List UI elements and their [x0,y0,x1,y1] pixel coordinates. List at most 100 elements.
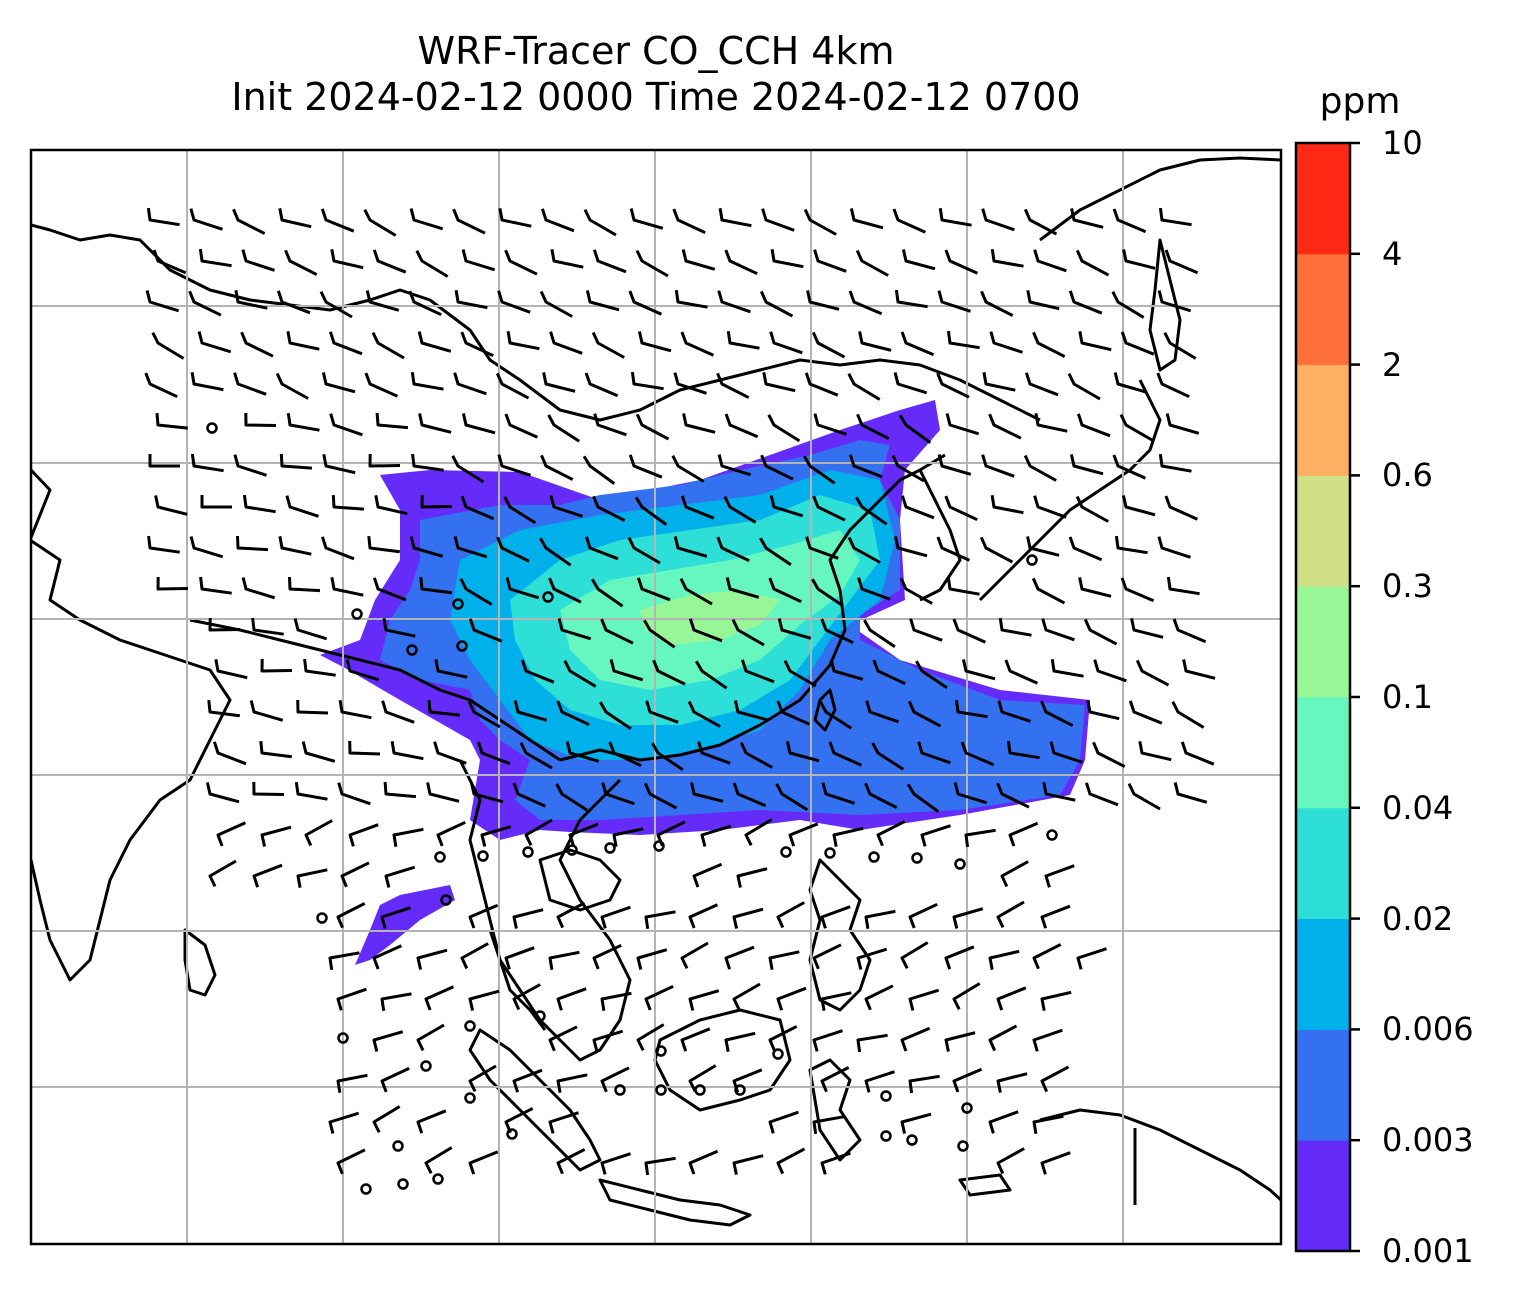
wind-barb [1119,413,1153,442]
wind-barb [148,454,180,468]
wind-barb [336,987,367,1011]
calm-wind-marker [542,591,554,603]
wind-barb [1084,782,1119,807]
title-line-1: WRF-Tracer CO_CCH 4km [417,29,895,73]
wind-barb [1033,249,1067,273]
wind-barb [146,207,180,227]
wind-barb [944,249,979,275]
wind-barb [894,289,928,309]
calm-wind-marker [406,644,418,656]
wind-barb [233,372,267,396]
wind-barb [591,578,624,608]
wind-barb [585,290,620,312]
wind-barb [276,290,311,315]
wind-barb [497,454,531,477]
calm-wind-marker [434,851,446,863]
wind-barb [893,536,928,558]
wind-barb [865,700,899,724]
colorbar-tick-label: 0.3 [1382,567,1433,606]
wind-barb [460,942,489,970]
wind-barb [600,905,631,929]
wind-barb [381,700,415,724]
wind-barb [288,576,321,593]
calm-wind-marker [824,847,836,859]
wind-barb [383,781,417,799]
wind-barb [147,535,180,554]
wind-barb [550,249,584,269]
wind-barb [804,372,839,397]
wind-barb [319,290,353,319]
map-frame [29,148,1283,1246]
wind-barb [320,208,355,233]
wind-barb [331,494,365,511]
wind-barb [1158,453,1192,473]
wind-barb [944,495,978,522]
wind-barb [803,455,836,485]
wind-barb [612,827,644,847]
wind-barb [996,782,1030,809]
wind-barb [988,413,1022,440]
wind-barb [467,700,501,729]
wind-barb [495,372,530,400]
wind-barb [424,985,455,1011]
wind-barb [506,330,540,351]
wind-barb [451,455,485,484]
wind-barb [1083,618,1118,646]
wind-barb [1171,701,1205,729]
wind-barb [592,495,626,522]
wind-barb [591,331,625,359]
wind-barb [336,902,366,929]
wind-barb [944,1031,976,1052]
wind-barb [811,578,844,608]
wind-barb [329,413,363,437]
wind-barb [964,828,996,848]
wind-barb [208,859,237,888]
wind-barb [724,413,759,439]
wind-barb [1026,536,1060,557]
calm-wind-marker [420,1060,432,1072]
wind-barb [328,951,360,971]
wind-barb [775,783,809,812]
wind-barb [858,331,892,352]
coastline-sri-lanka [183,928,217,997]
wind-barb [915,660,948,690]
wind-barb [1078,577,1112,598]
wind-barb [872,659,906,686]
wind-barb [821,782,855,805]
wind-barb [416,948,448,970]
wind-barb [767,414,801,443]
wind-barb [1040,1151,1071,1175]
wind-barb [725,577,760,599]
wind-barb [1122,249,1156,270]
wind-barb [988,1110,1019,1134]
wind-barb [348,823,379,847]
wind-barb [548,577,582,604]
wind-barb [643,782,678,810]
wind-barb [820,991,852,1011]
wind-barb [199,576,232,595]
wind-barb [542,372,576,393]
wind-barb [592,943,622,970]
wind-barb [848,454,883,479]
wind-barb [732,782,767,808]
wind-barb [296,868,328,888]
wind-barb [954,699,988,719]
wind-barb [601,782,635,806]
wind-barb [812,1115,844,1135]
wind-barb [673,536,708,558]
wind-barb [688,989,720,1011]
wind-barb [512,1068,543,1093]
wind-barb [418,413,452,434]
wind-barb [717,454,752,477]
wind-barb [409,208,444,231]
wind-barb [1049,741,1083,764]
colorbar-tick-label: 0.003 [1382,1121,1474,1160]
wind-barb [732,982,761,1011]
wind-barb [892,208,927,234]
wind-barb [990,494,1024,515]
wind-barb [820,1151,851,1175]
wind-barb [363,209,397,237]
wind-barb [692,862,723,888]
wind-barb [504,946,535,970]
wind-barb [938,207,972,227]
